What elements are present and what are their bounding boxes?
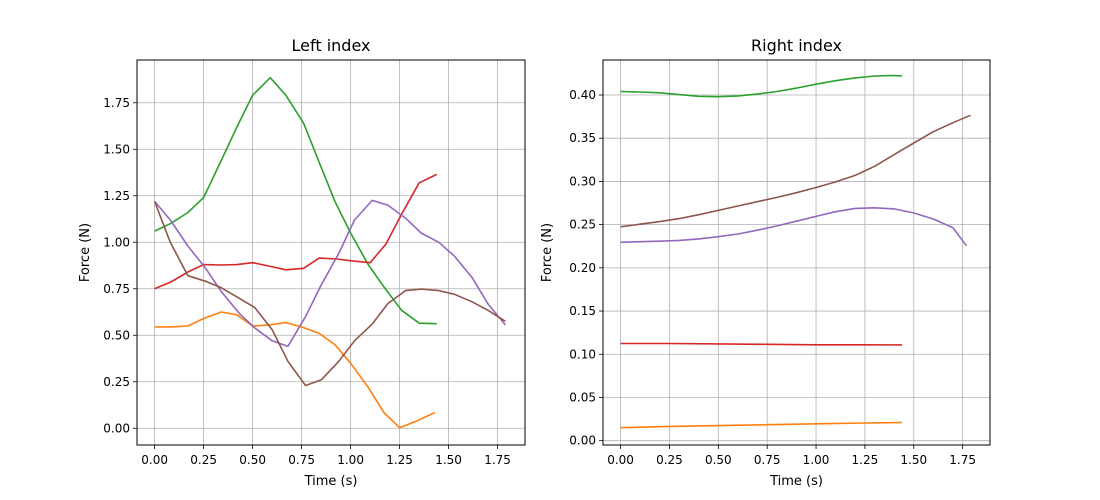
left-index-y-tick-label: 1.00 bbox=[103, 235, 130, 249]
right-index-y-tick-label: 0.10 bbox=[569, 347, 596, 361]
right-index-x-tick-label: 0.75 bbox=[754, 453, 781, 467]
left-index-x-tick-label: 0.00 bbox=[141, 453, 168, 467]
right-index-x-tick-label: 1.50 bbox=[900, 453, 927, 467]
left-index-y-tick-label: 1.50 bbox=[103, 142, 130, 156]
left-index-x-axis-label: Time (s) bbox=[304, 474, 358, 489]
right-index-chart: 0.00 0.25 0.50 0.75 1.00 1.25 1.50 1.75 0.00 0.05… bbox=[540, 36, 991, 489]
right-index-x-tick-label: 1.25 bbox=[852, 453, 879, 467]
right-index-y-tick-label: 0.40 bbox=[569, 88, 596, 102]
right-index-plot-frame bbox=[602, 59, 991, 446]
right-index-x-tick-label: 0.25 bbox=[656, 453, 683, 467]
right-index-y-tick-label: 0.35 bbox=[569, 131, 596, 145]
right-index-y-tick-label: 0.05 bbox=[569, 390, 596, 404]
right-index-series-2-line bbox=[620, 74, 903, 98]
right-index-series-3-line bbox=[620, 342, 903, 346]
right-index-y-tick-label: 0.20 bbox=[569, 261, 596, 275]
left-index-y-tick-label: 1.25 bbox=[103, 189, 130, 203]
left-index-y-axis-label: Force (N) bbox=[78, 223, 93, 282]
left-index-y-tick-label: 0.75 bbox=[103, 282, 130, 296]
left-index-series-4-line bbox=[153, 199, 507, 348]
right-index-y-tick-label: 0.00 bbox=[569, 434, 596, 448]
right-index-y-tick-label: 0.30 bbox=[569, 174, 596, 188]
left-index-x-tick-label: 0.25 bbox=[190, 453, 217, 467]
left-index-series-3-line bbox=[154, 173, 438, 290]
left-index-x-tick-label: 0.50 bbox=[239, 453, 266, 467]
right-index-title: Right index bbox=[751, 36, 842, 55]
right-index-series-1-line bbox=[620, 421, 903, 429]
right-index-x-tick-label: 1.00 bbox=[803, 453, 830, 467]
left-index-y-tick-label: 0.50 bbox=[103, 328, 130, 342]
right-index-x-tick-label: 0.00 bbox=[607, 453, 634, 467]
left-index-chart: 0.00 0.25 0.50 0.75 1.00 1.25 1.50 1.75 0.00 0.25… bbox=[78, 36, 526, 489]
left-index-x-tick-label: 1.25 bbox=[386, 453, 413, 467]
right-index-y-tick-label: 0.25 bbox=[569, 218, 596, 232]
left-index-title: Left index bbox=[292, 36, 371, 55]
right-index-x-tick-label: 0.50 bbox=[705, 453, 732, 467]
left-index-plot-frame bbox=[136, 59, 526, 446]
right-index-series-5-line bbox=[620, 114, 971, 228]
left-index-series-5-line bbox=[153, 201, 506, 387]
right-index-y-tick-label: 0.15 bbox=[569, 304, 596, 318]
right-index-series-4-line bbox=[620, 207, 968, 247]
left-index-y-tick-label: 0.00 bbox=[103, 421, 130, 435]
left-index-y-tick-label: 0.25 bbox=[103, 375, 130, 389]
left-index-y-tick-label: 1.75 bbox=[103, 96, 130, 110]
left-index-series-2-line bbox=[154, 76, 437, 325]
left-index-series-1-line bbox=[154, 311, 436, 429]
right-index-y-axis-label: Force (N) bbox=[540, 223, 555, 282]
left-index-x-tick-label: 1.00 bbox=[337, 453, 364, 467]
left-index-x-tick-label: 0.75 bbox=[288, 453, 315, 467]
left-index-x-tick-label: 1.75 bbox=[484, 453, 511, 467]
right-index-x-axis-label: Time (s) bbox=[769, 474, 823, 489]
left-index-x-tick-label: 1.50 bbox=[435, 453, 462, 467]
right-index-x-tick-label: 1.75 bbox=[949, 453, 976, 467]
